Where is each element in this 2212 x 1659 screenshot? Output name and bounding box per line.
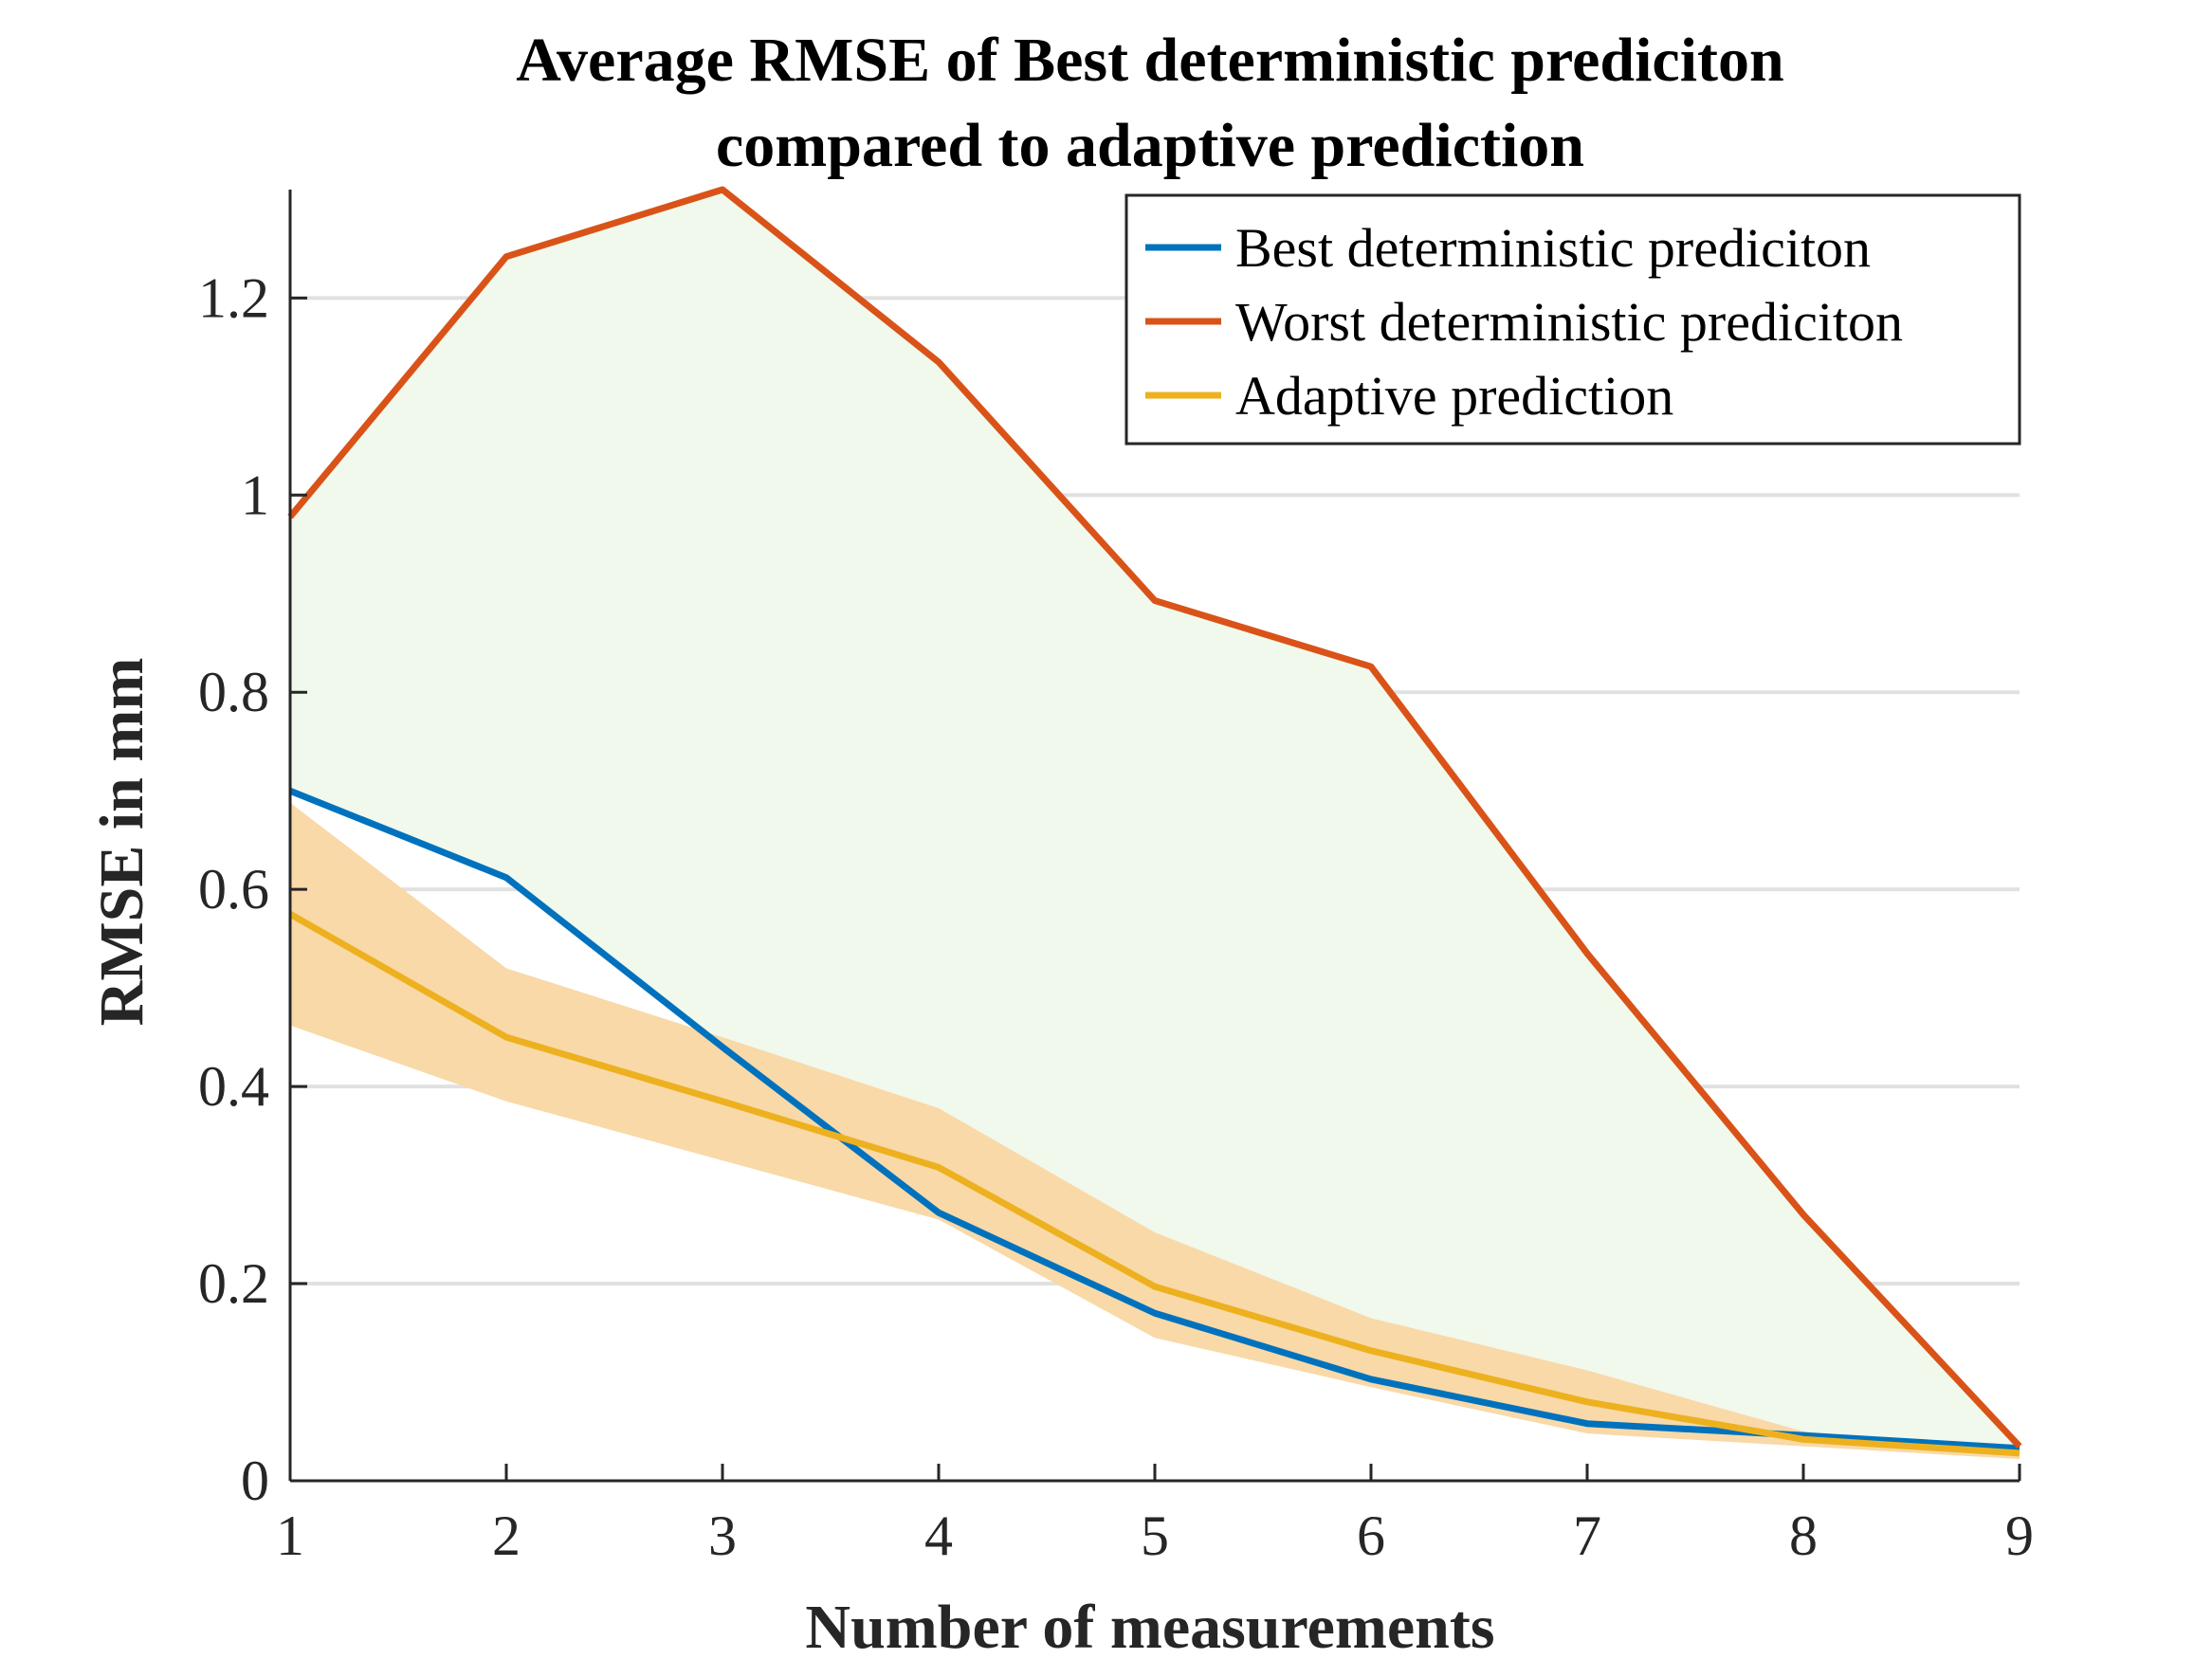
x-tick-label-6: 7: [1573, 1504, 1601, 1567]
band-1: [290, 802, 2020, 1460]
legend: Best deterministic prediciton Worst deter…: [1124, 193, 2021, 446]
x-tick-label-8: 9: [2005, 1504, 2034, 1567]
series-line-2: [288, 911, 2020, 1457]
series-lines: [287, 186, 2022, 1457]
y-tick-label-6: 1.2: [198, 266, 269, 329]
y-tick-label-3: 0.6: [198, 858, 269, 921]
y-tick-label-0: 0: [241, 1449, 269, 1512]
legend-label-1: Worst deterministic prediciton: [1235, 291, 1903, 353]
x-tick-label-3: 4: [924, 1504, 953, 1567]
x-tick-label-5: 6: [1357, 1504, 1385, 1567]
y-tick-label-2: 0.4: [198, 1055, 269, 1118]
x-tick-label-2: 3: [708, 1504, 737, 1567]
series-line-1: [287, 186, 2022, 1449]
legend-box: [1124, 193, 2021, 446]
shaded-bands: [290, 190, 2020, 1460]
chart-title-line-1: Average RMSE of Best deterministic predi…: [516, 26, 1783, 95]
chart-title-line-2: compared to adaptive prediction: [716, 111, 1584, 180]
y-tick-label-5: 1: [241, 464, 269, 526]
x-tick-label-1: 2: [492, 1504, 521, 1567]
x-tick-label-4: 5: [1141, 1504, 1169, 1567]
legend-label-2: Adaptive prediction: [1235, 365, 1673, 427]
chart-title: Average RMSE of Best deterministic predi…: [516, 26, 1783, 180]
x-axis-label: Number of measurements: [805, 1593, 1494, 1659]
x-tick-label-7: 8: [1789, 1504, 1818, 1567]
series-line-0: [288, 787, 2020, 1452]
legend-label-0: Best deterministic prediciton: [1235, 217, 1871, 279]
band-0: [290, 190, 2020, 1449]
y-tick-label-4: 0.8: [198, 661, 269, 723]
tick-labels: 1 2 3 4 5 6 7 8 9 0 0.2 0.4 0.6 0.8 1 1.2: [198, 266, 2034, 1567]
axes: [288, 190, 2021, 1483]
x-tick-label-0: 1: [276, 1504, 304, 1567]
y-axis-label: RMSE in mm: [87, 658, 156, 1027]
y-tick-label-1: 0.2: [198, 1252, 269, 1315]
